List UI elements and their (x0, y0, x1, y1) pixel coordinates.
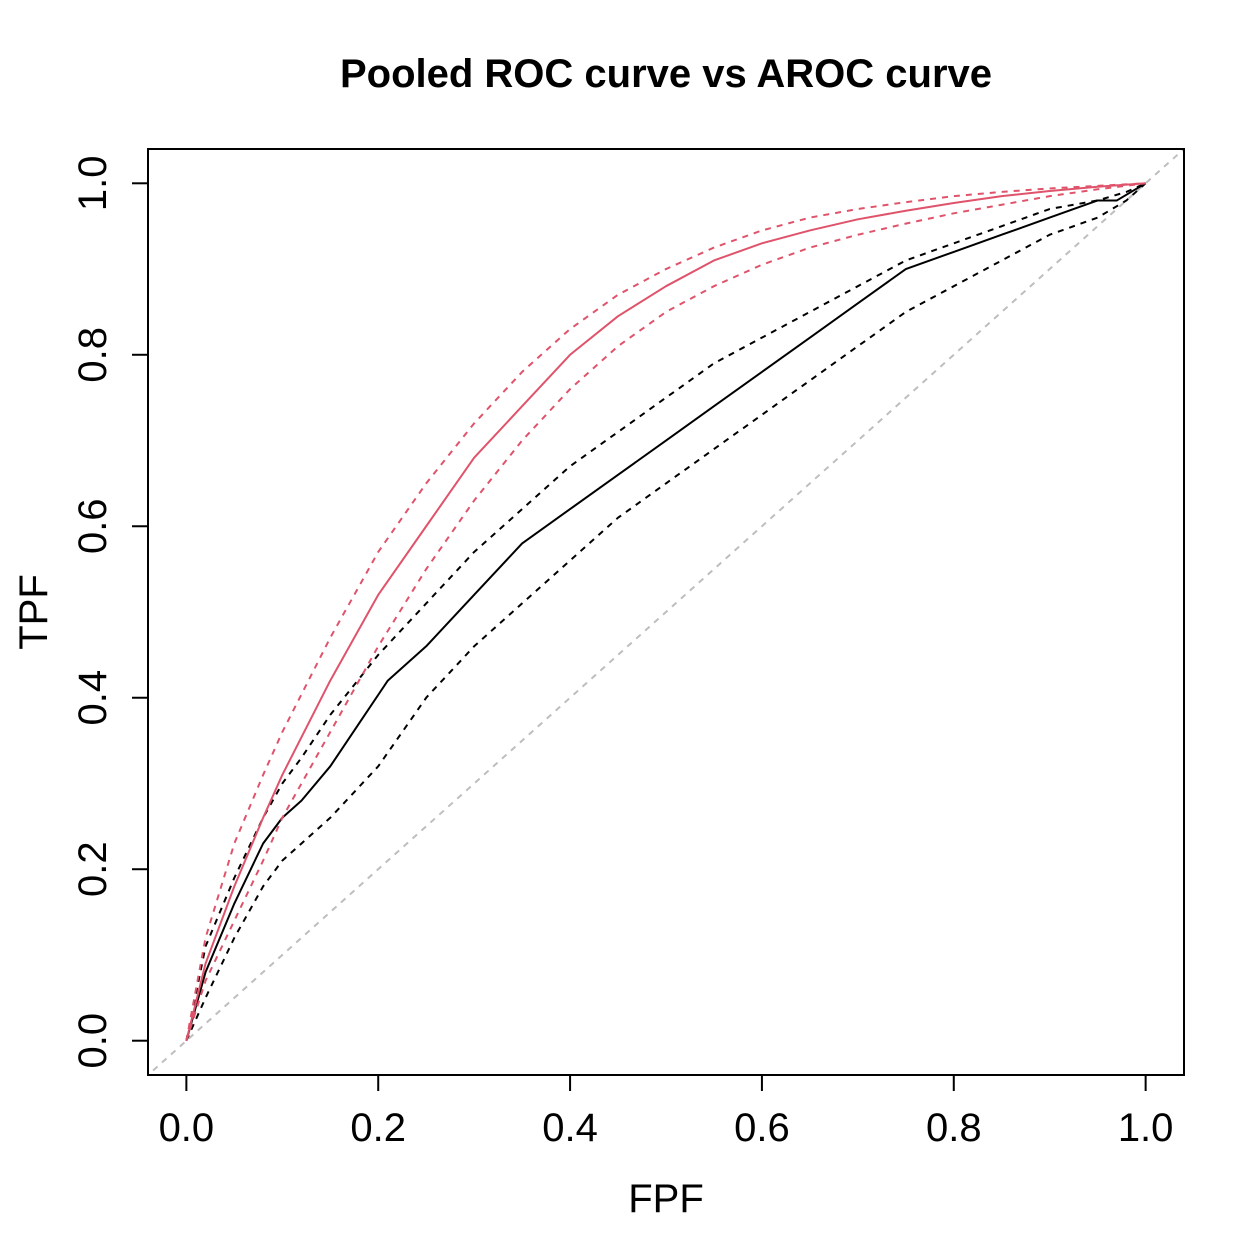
y-tick-label: 1.0 (71, 155, 115, 211)
plot-frame (147, 148, 1185, 1076)
plot-area (148, 149, 1184, 1075)
reference-diagonal-line (148, 149, 1184, 1075)
series-pooled-line (185, 182, 1147, 1041)
y-tick-label: 0.2 (71, 841, 115, 897)
series-aroc-line (185, 182, 1146, 1041)
x-tick-label: 0.2 (350, 1106, 406, 1150)
x-tick-label: 0.4 (542, 1106, 598, 1150)
y-tick-label: 0.0 (71, 1013, 115, 1069)
series-aroc-upper-line (185, 182, 1146, 1041)
series-pooled-lower-line (185, 182, 1147, 1042)
y-tick-label: 0.4 (71, 670, 115, 726)
y-tick-label: 0.8 (71, 327, 115, 383)
x-axis-label: FPF (628, 1177, 704, 1221)
x-tick-label: 1.0 (1118, 1106, 1174, 1150)
x-tick-label: 0.8 (926, 1106, 982, 1150)
chart-title: Pooled ROC curve vs AROC curve (340, 52, 992, 96)
y-tick-label: 0.6 (71, 498, 115, 554)
x-tick-label: 0.0 (159, 1106, 215, 1150)
series-pooled-upper-line (185, 182, 1147, 1041)
x-tick-label: 0.6 (734, 1106, 790, 1150)
y-axis-label: TPF (12, 574, 56, 650)
